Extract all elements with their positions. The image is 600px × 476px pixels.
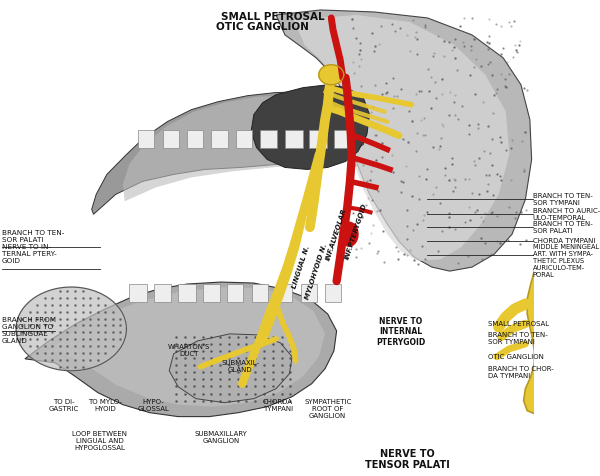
Polygon shape	[251, 85, 370, 169]
Text: NERVE TO
INTERNAL
PTERYGOID: NERVE TO INTERNAL PTERYGOID	[376, 317, 425, 347]
Polygon shape	[310, 129, 327, 148]
Text: MIDDLE MENINGEAL
ART. WITH SYMPA-
THETIC PLEXUS
AURICULO-TEM-
PORAL: MIDDLE MENINGEAL ART. WITH SYMPA- THETIC…	[533, 244, 599, 278]
Polygon shape	[16, 287, 127, 371]
Text: SUBMAXIL-
GLAND: SUBMAXIL- GLAND	[221, 360, 259, 373]
Text: OTIC GANGLION: OTIC GANGLION	[488, 354, 544, 360]
Text: BRANCH TO TEN-
SOR TYMPANI: BRANCH TO TEN- SOR TYMPANI	[533, 193, 592, 206]
Polygon shape	[178, 284, 196, 302]
Text: SYMPATHETIC
ROOT OF
GANGLION: SYMPATHETIC ROOT OF GANGLION	[304, 399, 352, 419]
Text: CHORDA TYMPANI: CHORDA TYMPANI	[533, 238, 595, 244]
Polygon shape	[154, 284, 172, 302]
Polygon shape	[301, 284, 317, 302]
Text: OTIC GANGLION: OTIC GANGLION	[216, 22, 309, 32]
Polygon shape	[340, 222, 358, 246]
Polygon shape	[138, 129, 154, 148]
Text: BRANCH TO TEN-
SOR PALATI
NERVE TO IN-
TERNAL PTERY-
GOID: BRANCH TO TEN- SOR PALATI NERVE TO IN- T…	[2, 230, 64, 264]
Polygon shape	[285, 129, 303, 148]
Polygon shape	[203, 284, 220, 302]
Polygon shape	[44, 287, 325, 407]
Polygon shape	[334, 129, 352, 148]
Polygon shape	[163, 129, 179, 148]
Text: WHARTON'S
DUCT: WHARTON'S DUCT	[167, 344, 210, 357]
Polygon shape	[169, 334, 292, 403]
Text: SMALL PETROSAL: SMALL PETROSAL	[221, 12, 325, 22]
Text: SUBMAXILLARY
GANGLION: SUBMAXILLARY GANGLION	[194, 431, 247, 444]
Polygon shape	[227, 284, 243, 302]
Polygon shape	[187, 129, 203, 148]
Text: CHORDA
TYMPANI: CHORDA TYMPANI	[263, 399, 293, 412]
Text: NERVE TO
TENSOR PALATI: NERVE TO TENSOR PALATI	[365, 448, 450, 470]
Text: MYLOHYOID N.: MYLOHYOID N.	[304, 242, 328, 300]
Text: HYPO-
GLOSSAL: HYPO- GLOSSAL	[137, 399, 169, 412]
Polygon shape	[129, 284, 147, 302]
Polygon shape	[294, 15, 509, 261]
Polygon shape	[251, 284, 268, 302]
Text: INF.ALVEOLAR: INF.ALVEOLAR	[325, 208, 348, 261]
Polygon shape	[325, 284, 341, 302]
Polygon shape	[211, 129, 227, 148]
Text: INF.PTERYGOID: INF.PTERYGOID	[344, 202, 368, 260]
Text: BRANCH TO TEN-
SOR PALATI: BRANCH TO TEN- SOR PALATI	[533, 221, 592, 234]
Polygon shape	[92, 92, 367, 214]
Polygon shape	[276, 284, 292, 302]
Text: LOOP BETWEEN
LINGUAL AND
HYPOGLOSSAL: LOOP BETWEEN LINGUAL AND HYPOGLOSSAL	[72, 431, 127, 451]
Text: BRANCH TO TEN-
SOR TYMPANI: BRANCH TO TEN- SOR TYMPANI	[488, 332, 548, 346]
Polygon shape	[236, 129, 252, 148]
Text: BRANCH TO CHOR-
DA TYMPANI: BRANCH TO CHOR- DA TYMPANI	[488, 366, 554, 379]
Polygon shape	[319, 65, 344, 85]
Text: LINGUAL N.: LINGUAL N.	[291, 245, 311, 289]
Text: BRANCH TO AURIC-
ULO-TEMPORAL: BRANCH TO AURIC- ULO-TEMPORAL	[533, 208, 600, 221]
Polygon shape	[25, 282, 337, 416]
Polygon shape	[123, 96, 358, 201]
Text: TO DI-
GASTRIC: TO DI- GASTRIC	[49, 399, 79, 412]
Polygon shape	[276, 10, 532, 271]
Text: TO MYLO-
HYOID: TO MYLO- HYOID	[88, 399, 122, 412]
Text: SMALL PETROSAL: SMALL PETROSAL	[488, 321, 549, 327]
Polygon shape	[260, 129, 277, 148]
Text: BRANCH FROM
GANGLION TO
SUBLINGUAL
GLAND: BRANCH FROM GANGLION TO SUBLINGUAL GLAND	[2, 317, 56, 345]
Polygon shape	[524, 231, 600, 414]
